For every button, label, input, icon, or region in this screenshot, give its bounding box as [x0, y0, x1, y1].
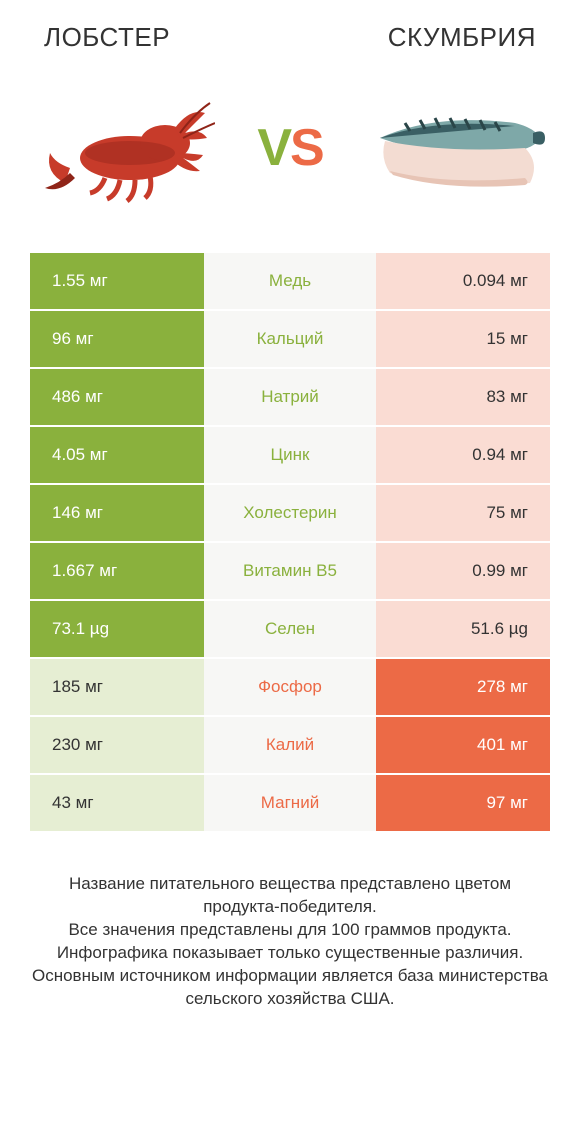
lobster-icon [35, 83, 215, 213]
right-value: 0.99 мг [376, 543, 550, 599]
nutrient-name: Магний [204, 775, 376, 831]
left-value: 146 мг [30, 485, 204, 541]
footer-line: Инфографика показывает только существенн… [30, 942, 550, 965]
table-row: 146 мгХолестерин75 мг [30, 485, 550, 541]
footer-line: Основным источником информации является … [30, 965, 550, 1011]
header: ЛОБСТЕР СКУМБРИЯ [0, 0, 580, 63]
nutrient-name: Холестерин [204, 485, 376, 541]
title-left: ЛОБСТЕР [44, 22, 170, 53]
nutrient-name: Селен [204, 601, 376, 657]
table-row: 96 мгКальций15 мг [30, 311, 550, 367]
left-value: 1.667 мг [30, 543, 204, 599]
footer-line: Все значения представлены для 100 граммо… [30, 919, 550, 942]
right-value: 0.94 мг [376, 427, 550, 483]
title-right: СКУМБРИЯ [388, 22, 536, 53]
table-row: 230 мгКалий401 мг [30, 717, 550, 773]
left-value: 185 мг [30, 659, 204, 715]
table-row: 1.55 мгМедь0.094 мг [30, 253, 550, 309]
mackerel-image [360, 73, 550, 223]
table-row: 486 мгНатрий83 мг [30, 369, 550, 425]
footer-line: Название питательного вещества представл… [30, 873, 550, 919]
nutrient-name: Кальций [204, 311, 376, 367]
nutrient-name: Медь [204, 253, 376, 309]
nutrient-name: Витамин B5 [204, 543, 376, 599]
left-value: 43 мг [30, 775, 204, 831]
table-row: 43 мгМагний97 мг [30, 775, 550, 831]
nutrient-name: Калий [204, 717, 376, 773]
left-value: 1.55 мг [30, 253, 204, 309]
left-value: 73.1 µg [30, 601, 204, 657]
table-row: 185 мгФосфор278 мг [30, 659, 550, 715]
left-value: 486 мг [30, 369, 204, 425]
footer: Название питательного вещества представл… [0, 833, 580, 1011]
lobster-image [30, 73, 220, 223]
left-value: 96 мг [30, 311, 204, 367]
right-value: 278 мг [376, 659, 550, 715]
vs-badge: VS [257, 118, 322, 178]
left-value: 4.05 мг [30, 427, 204, 483]
right-value: 0.094 мг [376, 253, 550, 309]
table-row: 4.05 мгЦинк0.94 мг [30, 427, 550, 483]
nutrient-name: Натрий [204, 369, 376, 425]
table-row: 73.1 µgСелен51.6 µg [30, 601, 550, 657]
right-value: 15 мг [376, 311, 550, 367]
right-value: 83 мг [376, 369, 550, 425]
comparison-table: 1.55 мгМедь0.094 мг96 мгКальций15 мг486 … [0, 253, 580, 831]
vs-v: V [257, 119, 290, 177]
right-value: 97 мг [376, 775, 550, 831]
table-row: 1.667 мгВитамин B50.99 мг [30, 543, 550, 599]
vs-row: VS [0, 63, 580, 253]
right-value: 401 мг [376, 717, 550, 773]
left-value: 230 мг [30, 717, 204, 773]
nutrient-name: Цинк [204, 427, 376, 483]
right-value: 75 мг [376, 485, 550, 541]
vs-s: S [290, 119, 323, 177]
nutrient-name: Фосфор [204, 659, 376, 715]
mackerel-icon [365, 93, 545, 203]
right-value: 51.6 µg [376, 601, 550, 657]
